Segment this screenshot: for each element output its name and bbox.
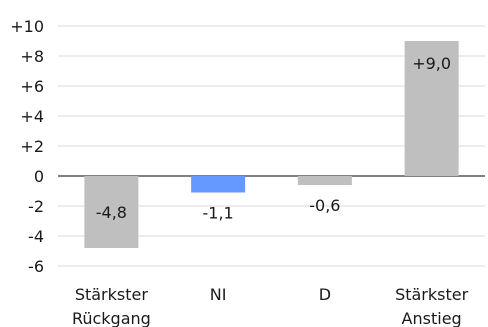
bar xyxy=(84,176,139,248)
x-category-label: Stärkster xyxy=(395,285,469,304)
y-tick-label: -6 xyxy=(28,257,44,276)
bars xyxy=(84,41,459,248)
x-category-label: Stärkster xyxy=(75,285,149,304)
bar xyxy=(404,41,459,176)
x-category-label: Rückgang xyxy=(72,309,151,327)
y-tick-label: -4 xyxy=(28,227,44,246)
x-category-label: Anstieg xyxy=(402,309,462,327)
y-tick-label: +10 xyxy=(10,17,44,36)
data-label: +9,0 xyxy=(412,54,451,73)
x-category-label: NI xyxy=(210,285,227,304)
data-labels: -4,8 -1,1 -0,6 +9,0 xyxy=(96,54,451,223)
y-tick-label: 0 xyxy=(34,167,44,186)
y-tick-label: +4 xyxy=(20,107,44,126)
y-tick-label: +8 xyxy=(20,47,44,66)
x-category-label: D xyxy=(319,285,331,304)
y-tick-label: -2 xyxy=(28,197,44,216)
data-label: -1,1 xyxy=(203,204,234,223)
data-label: -0,6 xyxy=(309,196,340,215)
bar xyxy=(297,176,352,185)
x-axis-categories: Stärkster Rückgang NI D Stärkster Anstieg xyxy=(72,285,469,327)
y-axis-ticks: +10 +8 +6 +4 +2 0 -2 -4 -6 xyxy=(10,17,44,276)
y-tick-label: +6 xyxy=(20,77,44,96)
bar xyxy=(191,176,246,193)
data-label: -4,8 xyxy=(96,203,127,222)
y-tick-label: +2 xyxy=(20,137,44,156)
